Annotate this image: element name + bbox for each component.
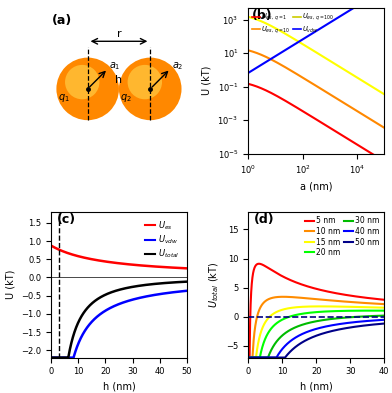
Legend: $U_{es,\,q=1}$, $U_{es,\,q=10}$, $U_{es,\,q=100}$, $U_{vdw}$: $U_{es,\,q=1}$, $U_{es,\,q=10}$, $U_{es,… [252,11,335,37]
Text: $q_2$: $q_2$ [120,92,132,104]
Y-axis label: U (kT): U (kT) [5,270,16,299]
Text: $q_1$: $q_1$ [58,92,69,104]
Circle shape [65,65,100,99]
X-axis label: h (nm): h (nm) [300,382,332,392]
Circle shape [56,58,119,120]
Legend: 5 nm, 10 nm, 15 nm, 20 nm, 30 nm, 40 nm, 50 nm: 5 nm, 10 nm, 15 nm, 20 nm, 30 nm, 40 nm,… [304,216,380,258]
Text: (a): (a) [52,14,73,27]
Circle shape [127,65,162,99]
Text: h: h [115,75,123,85]
Text: (c): (c) [56,213,76,226]
X-axis label: a (nm): a (nm) [300,181,332,191]
Legend: $U_{es}$, $U_{vdw}$, $U_{total}$: $U_{es}$, $U_{vdw}$, $U_{total}$ [142,216,183,264]
Y-axis label: U (kT): U (kT) [202,66,212,95]
Y-axis label: $U_{total}$ (kT): $U_{total}$ (kT) [207,261,221,308]
Text: $a_1$: $a_1$ [109,61,121,72]
Text: r: r [117,29,121,39]
X-axis label: h (nm): h (nm) [103,382,135,392]
Circle shape [119,58,181,120]
Text: (b): (b) [252,9,273,22]
Text: (d): (d) [254,213,274,226]
Text: $a_2$: $a_2$ [172,61,183,72]
